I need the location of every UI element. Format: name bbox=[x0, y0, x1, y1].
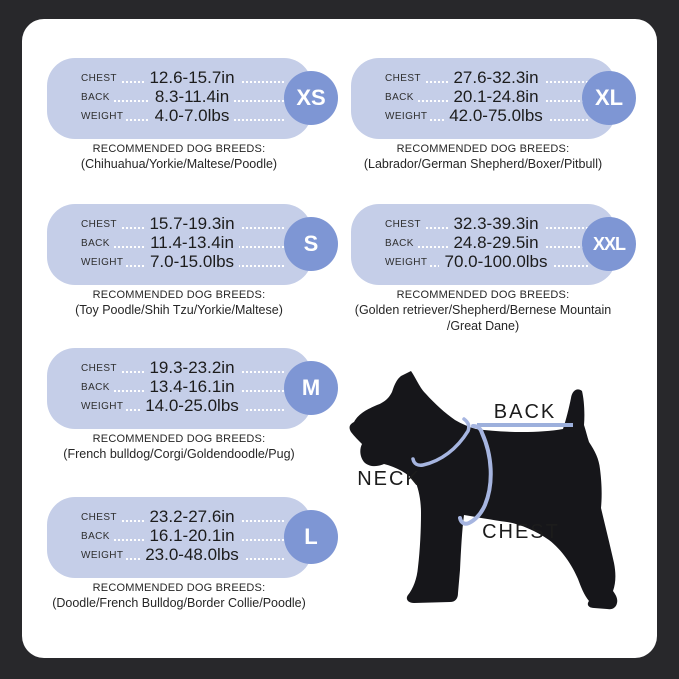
size-badge-l: L bbox=[284, 510, 338, 564]
size-card-m: CHEST 19.3-23.2in BACK 13.4-16.1in WEIGH… bbox=[47, 348, 338, 429]
weight-row: WEIGHT 7.0-15.0lbs bbox=[47, 250, 312, 272]
breeds-list-line2: /Great Dane) bbox=[446, 319, 520, 333]
breeds-caption-m: RECOMMENDED DOG BREEDS: (French bulldog/… bbox=[14, 433, 344, 462]
weight-value: 70.0-100.0lbs bbox=[439, 252, 553, 272]
size-card-xl: CHEST 27.6-32.3in BACK 20.1-24.8in WEIGH… bbox=[351, 58, 636, 139]
size-badge-xl: XL bbox=[582, 71, 636, 125]
chest-row: CHEST 12.6-15.7in bbox=[47, 66, 312, 88]
breeds-caption-l: RECOMMENDED DOG BREEDS: (Doodle/French B… bbox=[14, 582, 344, 611]
weight-value: 42.0-75.0lbs bbox=[444, 106, 548, 126]
breeds-list: (Doodle/French Bulldog/Border Collie/Poo… bbox=[52, 596, 306, 610]
breeds-list: (Toy Poodle/Shih Tzu/Yorkie/Maltese) bbox=[75, 303, 283, 317]
chest-value: 19.3-23.2in bbox=[144, 358, 240, 378]
chest-row: CHEST 23.2-27.6in bbox=[47, 505, 312, 527]
breeds-list: (Chihuahua/Yorkie/Maltese/Poodle) bbox=[80, 157, 278, 171]
back-label: BACK bbox=[81, 382, 113, 393]
size-card-xxl: CHEST 32.3-39.3in BACK 24.8-29.5in WEIGH… bbox=[351, 204, 636, 285]
chest-value: 12.6-15.7in bbox=[144, 68, 240, 88]
back-label: BACK bbox=[81, 238, 113, 249]
weight-label: WEIGHT bbox=[81, 257, 127, 268]
back-label: BACK bbox=[385, 238, 417, 249]
weight-row: WEIGHT 23.0-48.0lbs bbox=[47, 543, 312, 565]
chest-row: CHEST 27.6-32.3in bbox=[351, 66, 616, 88]
breeds-title: RECOMMENDED DOG BREEDS: bbox=[92, 289, 266, 301]
breeds-list: (Labrador/German Shepherd/Boxer/Pitbull) bbox=[363, 157, 603, 171]
back-row: BACK 8.3-11.4in bbox=[47, 85, 312, 107]
chest-label: CHEST bbox=[81, 219, 120, 230]
neck-diagram-label: NECK bbox=[357, 468, 421, 490]
breeds-caption-xs: RECOMMENDED DOG BREEDS: (Chihuahua/Yorki… bbox=[14, 143, 344, 172]
size-badge-s: S bbox=[284, 217, 338, 271]
chest-label: CHEST bbox=[385, 73, 424, 84]
weight-value: 23.0-48.0lbs bbox=[140, 545, 244, 565]
weight-label: WEIGHT bbox=[81, 111, 127, 122]
weight-value: 7.0-15.0lbs bbox=[144, 252, 240, 272]
back-row: BACK 24.8-29.5in bbox=[351, 231, 616, 253]
chest-label: CHEST bbox=[81, 73, 120, 84]
chest-value: 32.3-39.3in bbox=[448, 214, 544, 234]
chest-strap-line bbox=[458, 424, 493, 526]
chest-value: 15.7-19.3in bbox=[144, 214, 240, 234]
chest-value: 23.2-27.6in bbox=[144, 507, 240, 527]
dog-silhouette bbox=[349, 371, 618, 610]
breeds-list: (French bulldog/Corgi/Goldendoodle/Pug) bbox=[63, 447, 295, 461]
size-card-xs: CHEST 12.6-15.7in BACK 8.3-11.4in WEIGHT… bbox=[47, 58, 338, 139]
back-value: 11.4-13.4in bbox=[145, 233, 239, 253]
chest-value: 27.6-32.3in bbox=[448, 68, 544, 88]
weight-row: WEIGHT 4.0-7.0lbs bbox=[47, 104, 312, 126]
breeds-caption-xxl: RECOMMENDED DOG BREEDS: (Golden retrieve… bbox=[318, 289, 648, 334]
breeds-title: RECOMMENDED DOG BREEDS: bbox=[92, 582, 266, 594]
back-diagram-label: BACK bbox=[494, 401, 556, 423]
chest-label: CHEST bbox=[81, 363, 120, 374]
size-card-s: CHEST 15.7-19.3in BACK 11.4-13.4in WEIGH… bbox=[47, 204, 338, 285]
weight-label: WEIGHT bbox=[385, 257, 431, 268]
back-value: 20.1-24.8in bbox=[448, 87, 544, 107]
dog-measurement-diagram: BACK NECK CHEST bbox=[349, 371, 618, 610]
weight-label: WEIGHT bbox=[81, 401, 127, 412]
back-value: 13.4-16.1in bbox=[144, 377, 240, 397]
breeds-list: (Golden retriever/Shepherd/Bernese Mount… bbox=[354, 303, 612, 317]
size-badge-xxl: XXL bbox=[582, 217, 636, 271]
chest-row: CHEST 19.3-23.2in bbox=[47, 356, 312, 378]
size-badge-m: M bbox=[284, 361, 338, 415]
chest-row: CHEST 32.3-39.3in bbox=[351, 212, 616, 234]
back-row: BACK 13.4-16.1in bbox=[47, 375, 312, 397]
back-value: 24.8-29.5in bbox=[448, 233, 544, 253]
chest-label: CHEST bbox=[81, 512, 120, 523]
size-badge-xs: XS bbox=[284, 71, 338, 125]
back-label: BACK bbox=[385, 92, 417, 103]
back-label: BACK bbox=[81, 531, 113, 542]
weight-row: WEIGHT 42.0-75.0lbs bbox=[351, 104, 616, 126]
breeds-title: RECOMMENDED DOG BREEDS: bbox=[396, 289, 570, 301]
back-row: BACK 16.1-20.1in bbox=[47, 524, 312, 546]
breeds-caption-s: RECOMMENDED DOG BREEDS: (Toy Poodle/Shih… bbox=[14, 289, 344, 318]
weight-row: WEIGHT 70.0-100.0lbs bbox=[351, 250, 616, 272]
weight-row: WEIGHT 14.0-25.0lbs bbox=[47, 394, 312, 416]
neck-strap-line bbox=[411, 417, 471, 467]
weight-label: WEIGHT bbox=[81, 550, 127, 561]
breeds-title: RECOMMENDED DOG BREEDS: bbox=[92, 143, 266, 155]
chest-diagram-label: CHEST bbox=[482, 521, 560, 543]
back-row: BACK 11.4-13.4in bbox=[47, 231, 312, 253]
chest-label: CHEST bbox=[385, 219, 424, 230]
weight-value: 14.0-25.0lbs bbox=[140, 396, 244, 416]
breeds-title: RECOMMENDED DOG BREEDS: bbox=[396, 143, 570, 155]
weight-label: WEIGHT bbox=[385, 111, 431, 122]
breeds-title: RECOMMENDED DOG BREEDS: bbox=[92, 433, 266, 445]
size-card-l: CHEST 23.2-27.6in BACK 16.1-20.1in WEIGH… bbox=[47, 497, 338, 578]
breeds-caption-xl: RECOMMENDED DOG BREEDS: (Labrador/German… bbox=[318, 143, 648, 172]
back-row: BACK 20.1-24.8in bbox=[351, 85, 616, 107]
back-label: BACK bbox=[81, 92, 113, 103]
back-value: 8.3-11.4in bbox=[149, 87, 235, 107]
size-chart-panel: CHEST 12.6-15.7in BACK 8.3-11.4in WEIGHT… bbox=[22, 19, 657, 658]
weight-value: 4.0-7.0lbs bbox=[149, 106, 235, 126]
back-value: 16.1-20.1in bbox=[144, 526, 240, 546]
chest-row: CHEST 15.7-19.3in bbox=[47, 212, 312, 234]
